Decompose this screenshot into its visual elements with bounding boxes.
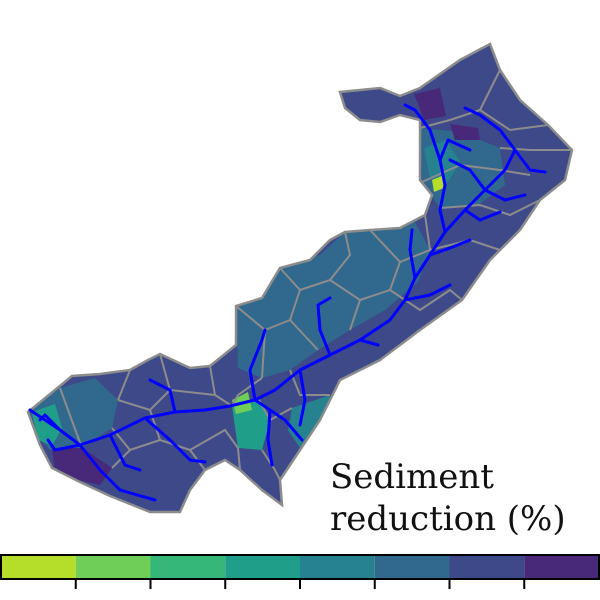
colorbar bbox=[0, 554, 600, 589]
tributary-north bbox=[448, 158, 487, 192]
tributary-south bbox=[266, 408, 274, 467]
boundary-line bbox=[59, 387, 83, 449]
tributary-mid bbox=[403, 283, 452, 302]
boundary-line bbox=[289, 319, 319, 351]
tributary-north bbox=[438, 138, 472, 234]
boundary-line bbox=[231, 377, 263, 407]
boundary-line bbox=[117, 369, 131, 401]
tributary-north bbox=[483, 188, 527, 202]
boundary-line bbox=[349, 299, 361, 331]
subbasin-fills bbox=[28, 44, 572, 512]
tributary-mid bbox=[408, 228, 417, 280]
tributary-south bbox=[148, 378, 177, 414]
colorbar-segment bbox=[75, 555, 151, 579]
tributary-north bbox=[403, 103, 442, 162]
boundary-line bbox=[319, 419, 326, 437]
tributary-mid bbox=[316, 296, 332, 357]
colorbar-segment bbox=[300, 555, 375, 579]
boundary-line bbox=[261, 329, 266, 379]
colorbar-segment bbox=[449, 555, 525, 579]
subbasin-yellow-spot bbox=[432, 176, 444, 192]
subbasin-purple-north bbox=[414, 88, 446, 120]
basin-outline bbox=[26, 42, 574, 514]
boundary-line bbox=[421, 163, 531, 183]
main-river bbox=[28, 148, 517, 447]
river-network bbox=[28, 103, 547, 502]
subbasin-teal-outlet bbox=[32, 404, 62, 446]
tributary-south bbox=[253, 398, 304, 442]
colorbar-segment bbox=[150, 555, 226, 579]
tributary-west bbox=[46, 438, 82, 452]
boundary-line bbox=[289, 369, 330, 396]
tributary-north bbox=[513, 148, 547, 174]
tributary-north bbox=[463, 106, 517, 152]
colorbar-segment bbox=[225, 555, 300, 579]
legend-title-line-2: reduction (%) bbox=[330, 499, 566, 539]
subbasin-teal-north bbox=[424, 140, 460, 182]
legend-title-line-1: Sediment bbox=[330, 457, 494, 497]
boundary-line bbox=[189, 428, 241, 471]
boundary-line bbox=[439, 199, 541, 217]
boundary-line bbox=[299, 231, 352, 291]
tributary-south bbox=[248, 328, 267, 402]
tributary-north bbox=[463, 208, 502, 222]
tributary-south bbox=[143, 416, 207, 464]
tributary-mid bbox=[428, 238, 472, 257]
tributary-west bbox=[38, 413, 62, 432]
watershed-map bbox=[26, 42, 574, 514]
tributary-mid bbox=[358, 338, 380, 347]
boundary-line bbox=[499, 147, 572, 151]
legend-title: Sediment reduction (%) bbox=[330, 456, 598, 540]
subbasin-purple-north-2 bbox=[450, 124, 480, 140]
boundary-line bbox=[479, 109, 549, 132]
boundary-line bbox=[419, 69, 501, 129]
tributary-south bbox=[78, 443, 157, 502]
colorbar-segment bbox=[524, 555, 599, 579]
colorbar-segment bbox=[1, 555, 76, 579]
boundary-line bbox=[261, 449, 281, 481]
colorbar-segment bbox=[374, 555, 450, 579]
tributary-south bbox=[108, 433, 142, 472]
tributary-mid bbox=[298, 368, 307, 427]
